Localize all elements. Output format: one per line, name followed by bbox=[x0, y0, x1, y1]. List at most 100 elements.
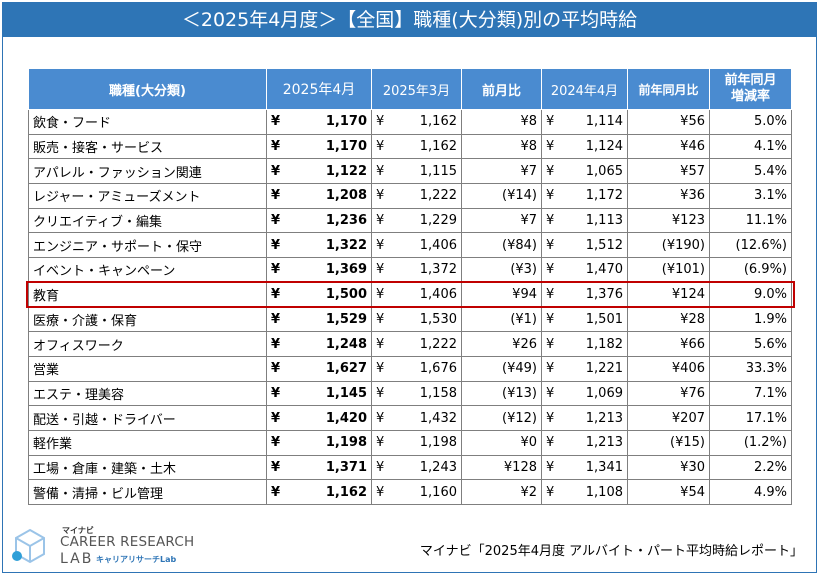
cell-apr2025-value: 1,170 bbox=[325, 114, 367, 130]
cell-category: オフィスワーク bbox=[28, 331, 267, 357]
cell-category: 飲食・フード bbox=[28, 109, 267, 135]
cell-apr2025: ¥1,145 bbox=[266, 380, 372, 407]
cell-mom: ¥2 bbox=[461, 479, 542, 505]
cell-yoy-rate: 1.9% bbox=[709, 306, 792, 333]
cell-apr2025-value: 1,122 bbox=[325, 163, 367, 179]
yen-symbol: ¥ bbox=[271, 163, 281, 179]
yen-symbol: ¥ bbox=[271, 213, 281, 229]
cube-logo-icon bbox=[12, 528, 45, 564]
cell-apr2024-value: 1,108 bbox=[585, 484, 623, 500]
cell-yoy: ¥123 bbox=[627, 207, 710, 234]
cell-apr2024-value: 1,376 bbox=[585, 287, 623, 303]
cell-apr2024: ¥1,213 bbox=[541, 429, 628, 456]
cell-apr2024-value: 1,069 bbox=[585, 385, 623, 401]
yen-symbol: ¥ bbox=[546, 188, 555, 204]
header-yoy-rate: 前年同月 増減率 bbox=[709, 68, 792, 110]
cell-yoy-rate: 5.6% bbox=[709, 331, 792, 357]
cell-apr2025-value: 1,420 bbox=[325, 410, 367, 426]
yen-symbol: ¥ bbox=[271, 237, 281, 253]
cell-category: 販売・接客・サービス bbox=[28, 133, 267, 160]
cell-yoy: ¥46 bbox=[627, 133, 710, 160]
cell-mom: (¥1) bbox=[461, 306, 542, 333]
yen-symbol: ¥ bbox=[546, 410, 555, 426]
cell-mar2025-value: 1,222 bbox=[419, 188, 457, 204]
yen-symbol: ¥ bbox=[546, 262, 555, 278]
yen-symbol: ¥ bbox=[546, 459, 555, 475]
header-yoy: 前年同月比 bbox=[627, 68, 710, 110]
cell-mar2025-value: 1,162 bbox=[419, 139, 457, 155]
cell-apr2024-value: 1,501 bbox=[585, 311, 623, 327]
cell-apr2024: ¥1,221 bbox=[541, 355, 628, 382]
yen-symbol: ¥ bbox=[376, 361, 385, 377]
cell-mom: (¥3) bbox=[461, 257, 542, 283]
cell-apr2025: ¥1,198 bbox=[266, 429, 372, 456]
cell-mar2025-value: 1,115 bbox=[419, 163, 457, 179]
yen-symbol: ¥ bbox=[376, 163, 385, 179]
header-row: 職種(大分類) 2025年4月 2025年3月 前月比 2024年4月 前年同月… bbox=[28, 68, 792, 110]
cell-apr2024: ¥1,069 bbox=[541, 380, 628, 407]
cell-category: エンジニア・サポート・保守 bbox=[28, 232, 267, 259]
cell-mom: ¥128 bbox=[461, 454, 542, 481]
cell-apr2025: ¥1,369 bbox=[266, 257, 372, 283]
cell-apr2024: ¥1,108 bbox=[541, 479, 628, 505]
logo-brand-main: CAREER RESEARCH bbox=[60, 534, 195, 550]
yen-symbol: ¥ bbox=[546, 237, 555, 253]
cell-yoy: ¥207 bbox=[627, 405, 710, 431]
cell-apr2025-value: 1,371 bbox=[325, 459, 367, 475]
table-row: 販売・接客・サービス ¥1,170 ¥1,162 ¥8 ¥1,124 ¥46 4.1% bbox=[28, 133, 792, 160]
cell-apr2024: ¥1,501 bbox=[541, 306, 628, 333]
cell-mar2025-value: 1,406 bbox=[419, 237, 457, 253]
cell-mar2025: ¥1,530 bbox=[371, 306, 462, 333]
yen-symbol: ¥ bbox=[376, 213, 385, 229]
cell-mar2025: ¥1,676 bbox=[371, 355, 462, 382]
cell-apr2025-value: 1,369 bbox=[325, 262, 367, 278]
cell-mar2025: ¥1,222 bbox=[371, 183, 462, 209]
header-mom: 前月比 bbox=[461, 68, 542, 110]
cell-apr2025: ¥1,208 bbox=[266, 183, 372, 209]
table-row: 教育 ¥1,500 ¥1,406 ¥94 ¥1,376 ¥124 9.0% bbox=[28, 281, 792, 308]
table-row: エンジニア・サポート・保守 ¥1,322 ¥1,406 (¥84) ¥1,512 (¥19… bbox=[28, 232, 792, 259]
cell-mar2025: ¥1,243 bbox=[371, 454, 462, 481]
cell-apr2024: ¥1,376 bbox=[541, 281, 628, 308]
cell-mom: (¥84) bbox=[461, 232, 542, 259]
cell-apr2024-value: 1,065 bbox=[585, 163, 623, 179]
cell-mar2025-value: 1,432 bbox=[419, 410, 457, 426]
yen-symbol: ¥ bbox=[546, 336, 555, 352]
cell-apr2024-value: 1,182 bbox=[585, 336, 623, 352]
yen-symbol: ¥ bbox=[546, 163, 555, 179]
cell-category: 配送・引越・ドライバー bbox=[28, 405, 267, 431]
cell-yoy: (¥101) bbox=[627, 257, 710, 283]
cell-apr2024: ¥1,114 bbox=[541, 109, 628, 135]
cell-apr2025-value: 1,208 bbox=[325, 188, 367, 204]
source-note: マイナビ「2025年4月度 アルバイト・パート平均時給レポート」 bbox=[419, 544, 803, 559]
cell-apr2024-value: 1,221 bbox=[585, 361, 623, 377]
table-row: 軽作業 ¥1,198 ¥1,198 ¥0 ¥1,213 (¥15) (1.2%) bbox=[28, 429, 792, 456]
cell-apr2024-value: 1,124 bbox=[585, 139, 623, 155]
cell-mar2025: ¥1,372 bbox=[371, 257, 462, 283]
cell-apr2025: ¥1,371 bbox=[266, 454, 372, 481]
cell-category: アパレル・ファッション関連 bbox=[28, 158, 267, 185]
cell-yoy-rate: 11.1% bbox=[709, 207, 792, 234]
table-row: イベント・キャンペーン ¥1,369 ¥1,372 (¥3) ¥1,470 (¥101)(… bbox=[28, 257, 792, 283]
yen-symbol: ¥ bbox=[546, 361, 555, 377]
cell-mar2025: ¥1,198 bbox=[371, 429, 462, 456]
cell-mom: ¥8 bbox=[461, 109, 542, 135]
cell-apr2024: ¥1,124 bbox=[541, 133, 628, 160]
table-row: レジャー・アミューズメント ¥1,208 ¥1,222 (¥14) ¥1,172 ¥36 3… bbox=[28, 183, 792, 209]
cell-apr2024-value: 1,113 bbox=[585, 213, 623, 229]
table-row: 警備・清掃・ビル管理 ¥1,162 ¥1,160 ¥2 ¥1,108 ¥54 4.9% bbox=[28, 479, 792, 505]
cell-mom: ¥94 bbox=[461, 281, 542, 308]
cell-mar2025-value: 1,372 bbox=[419, 262, 457, 278]
yen-symbol: ¥ bbox=[376, 459, 385, 475]
cell-category: 軽作業 bbox=[28, 429, 267, 456]
cell-yoy-rate: 17.1% bbox=[709, 405, 792, 431]
cell-category: クリエイティブ・編集 bbox=[28, 207, 267, 234]
header-category: 職種(大分類) bbox=[28, 68, 267, 110]
yen-symbol: ¥ bbox=[546, 385, 555, 401]
table-row: アパレル・ファッション関連 ¥1,122 ¥1,115 ¥7 ¥1,065 ¥57 5.4% bbox=[28, 158, 792, 185]
table-row: エステ・理美容 ¥1,145 ¥1,158 (¥13) ¥1,069 ¥76 7.1% bbox=[28, 380, 792, 407]
cell-apr2025-value: 1,322 bbox=[325, 237, 367, 253]
cell-apr2025: ¥1,322 bbox=[266, 232, 372, 259]
yen-symbol: ¥ bbox=[271, 336, 281, 352]
cell-yoy-rate: 4.1% bbox=[709, 133, 792, 160]
